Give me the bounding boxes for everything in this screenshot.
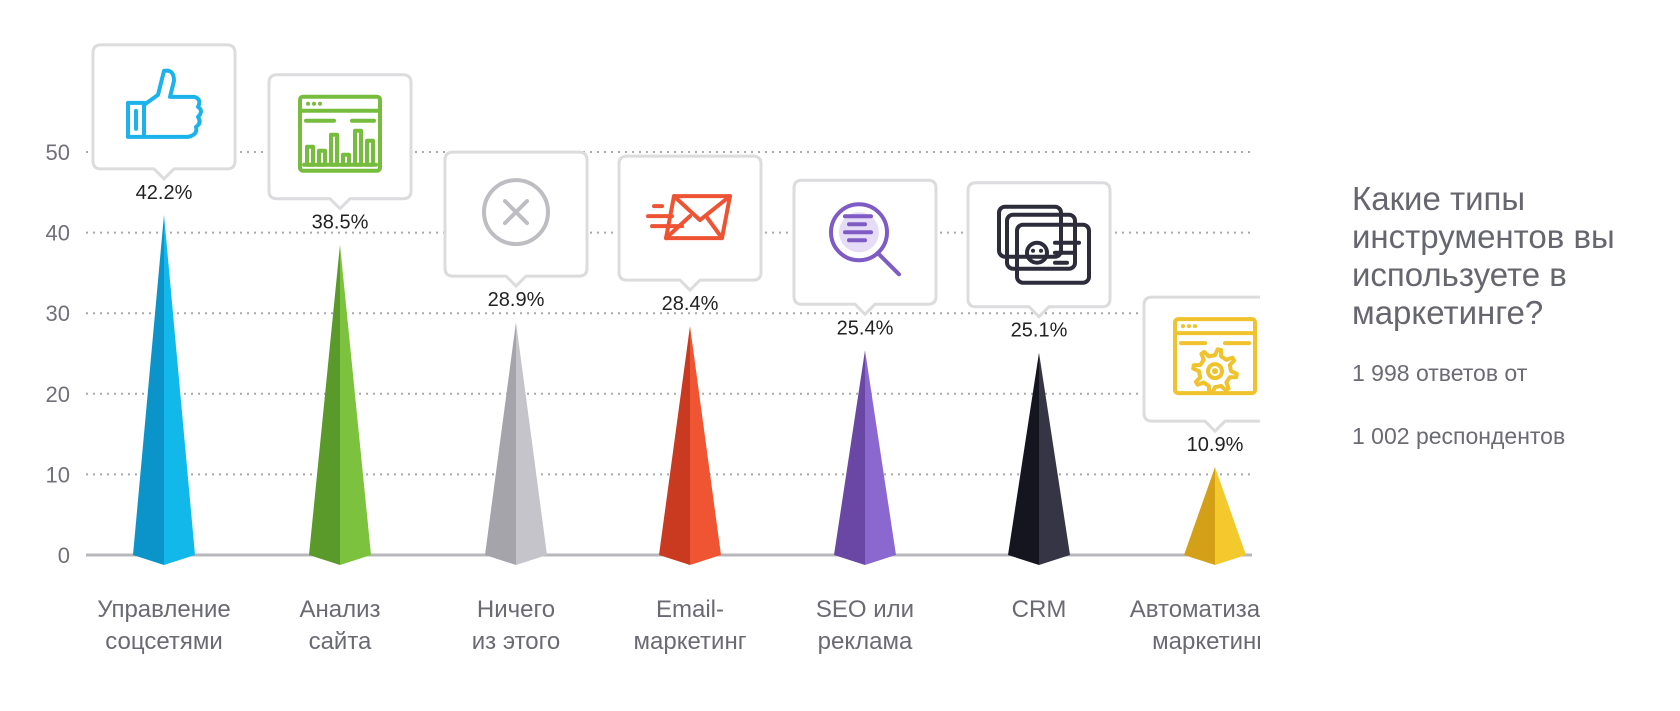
y-axis: 0 10 20 30 40 50 <box>46 140 70 568</box>
chart-svg: 0 10 20 30 40 50 42.2% 38.5% 28.9% 28.4% 25.4% 25.… <box>46 43 1260 655</box>
bar-face-left <box>834 350 865 565</box>
callout-box <box>617 154 763 293</box>
icon-callout <box>91 43 237 181</box>
bar-3: 28.9% <box>443 150 589 565</box>
responses-count: 1 998 ответов от <box>1352 360 1528 386</box>
icon-callout <box>966 181 1112 319</box>
bar-face-right <box>340 244 371 565</box>
category-label: Email-маркетинг <box>634 596 747 655</box>
y-tick-label: 0 <box>58 543 70 568</box>
thumbs-up-icon <box>126 68 203 139</box>
bar-4: 28.4% <box>617 154 763 565</box>
respondents-count: 1 002 респондентов <box>1352 423 1566 449</box>
data-label: 42.2% <box>136 182 193 204</box>
bar-face-left <box>309 244 340 565</box>
chart-marks: 42.2% 38.5% 28.9% 28.4% 25.4% 25.1% 10.9% <box>91 43 1260 566</box>
icon-callout <box>1142 295 1260 434</box>
bar-face-right <box>1039 352 1070 565</box>
y-tick-label: 50 <box>46 140 70 165</box>
category-label: Управление соцсетями <box>97 596 230 655</box>
bar-face-right <box>690 326 721 565</box>
callout-box <box>91 43 237 181</box>
data-label: 25.4% <box>837 317 894 339</box>
automation-gear-icon <box>1173 317 1257 396</box>
icon-callout <box>617 154 763 293</box>
bar-face-right <box>865 350 896 565</box>
cancel-x-icon <box>482 178 550 247</box>
email-envelope-icon <box>646 194 732 241</box>
bar-face-left <box>1184 467 1215 565</box>
icon-callout <box>267 73 413 211</box>
bar-6: 25.1% <box>966 181 1112 565</box>
callout-box <box>443 150 589 289</box>
bar-face-left <box>1008 352 1039 565</box>
bar-1: 42.2% <box>91 43 237 566</box>
category-label: Анализ сайта <box>299 596 380 655</box>
analytics-chart-icon <box>298 94 382 173</box>
category-label: SEO или реклама <box>816 596 914 655</box>
y-tick-label: 10 <box>46 462 70 487</box>
bar-7: 10.9% <box>1142 295 1260 565</box>
y-tick-label: 40 <box>46 221 70 246</box>
bar-5: 25.4% <box>792 178 938 565</box>
bar-face-left <box>133 214 164 566</box>
bar-face-left <box>485 322 516 565</box>
bar-face-left <box>659 326 690 565</box>
category-label: Автоматизациямаркетинга <box>1130 596 1260 655</box>
x-axis-labels: Управление соцсетями Анализ сайта Ничего из э… <box>97 596 1260 655</box>
bar-face-right <box>1215 467 1246 565</box>
data-label: 28.9% <box>488 289 545 311</box>
y-tick-label: 30 <box>46 301 70 326</box>
data-label: 38.5% <box>312 212 369 234</box>
data-label: 25.1% <box>1011 320 1068 342</box>
crm-cards-icon <box>997 204 1091 285</box>
chart-caption: Какие типы инструментов вы используете в… <box>1352 180 1672 450</box>
data-label: 10.9% <box>1187 434 1244 456</box>
magnifier-search-icon <box>829 202 901 277</box>
bar-face-right <box>164 214 195 566</box>
icon-callout <box>792 178 938 317</box>
category-label: CRM <box>1012 596 1067 623</box>
callout-box <box>267 73 413 211</box>
icon-callout <box>443 150 589 289</box>
data-label: 28.4% <box>662 293 719 315</box>
bar-2: 38.5% <box>267 73 413 565</box>
chart-title: Какие типы инструментов вы используете в… <box>1352 180 1615 331</box>
bar-face-right <box>516 322 547 565</box>
category-label: Ничего из этого <box>472 596 560 655</box>
y-tick-label: 20 <box>46 382 70 407</box>
